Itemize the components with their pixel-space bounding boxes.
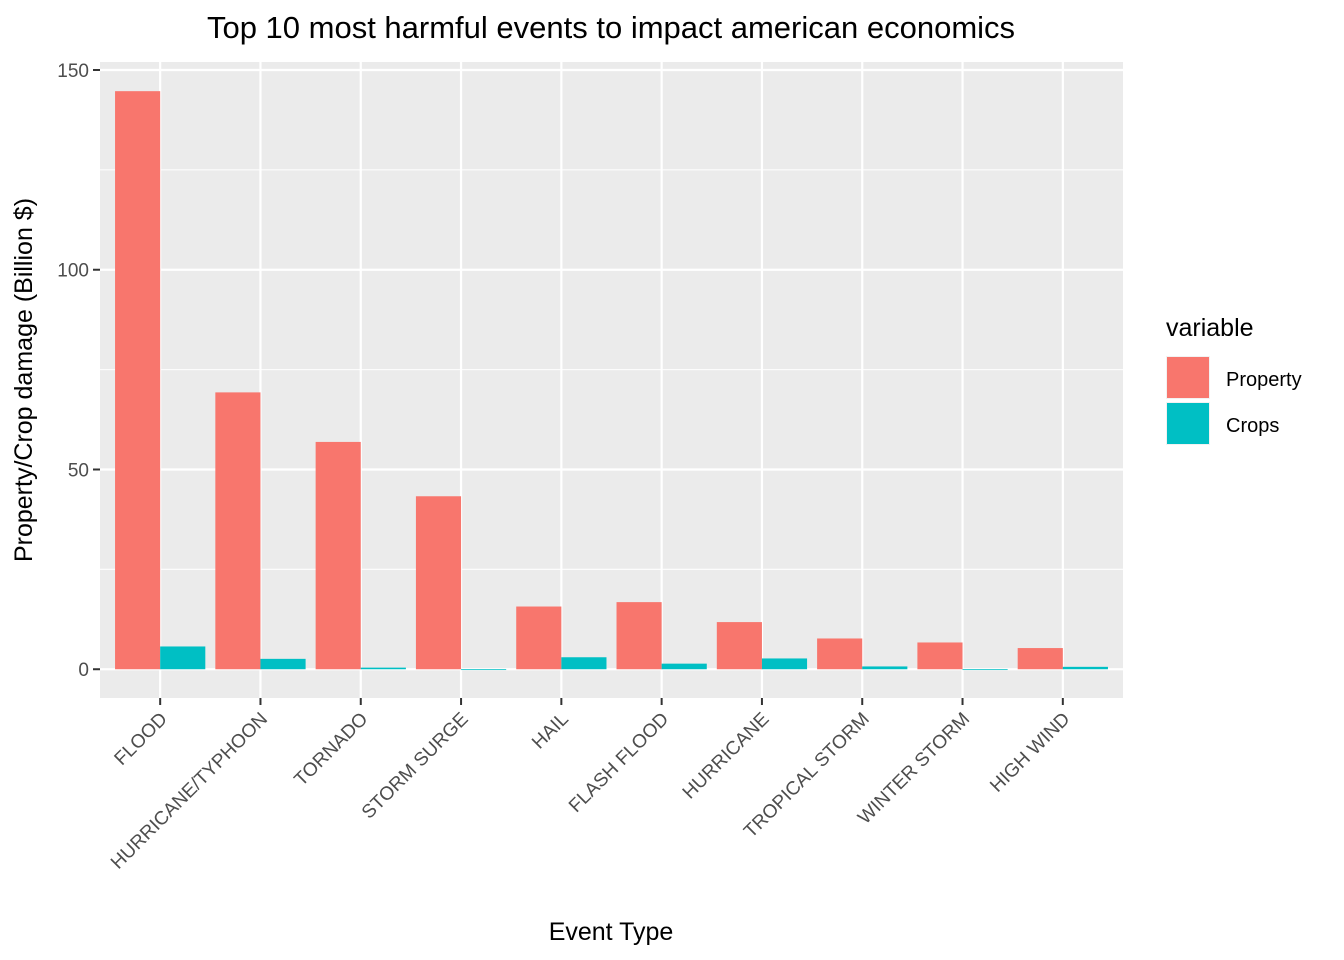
x-axis-title: Event Type [549,918,674,946]
x-tick-label: STORM SURGE [358,709,473,824]
bar-property-storm-surge [415,496,462,670]
y-tick-label: 100 [57,261,89,282]
bar-crops-hail [561,657,607,670]
bar-property-tornado [315,441,361,670]
plot-panel [100,62,1123,698]
legend-label-property: Property [1226,369,1302,391]
legend-title: variable [1166,314,1254,342]
x-tick-label: TORNADO [291,709,373,791]
legend: variable Property Crops [1166,314,1302,445]
y-tick-label: 150 [57,61,89,82]
legend-label-crops: Crops [1226,415,1279,437]
bar-property-hail [516,606,562,670]
y-axis: 0 50 100 150 [57,61,100,681]
y-axis-title: Property/Crop damage (Billion $) [10,198,38,562]
bar-crops-tornado [360,667,406,670]
x-tick-label: HIGH WIND [986,709,1074,797]
bar-property-tropical-storm [817,638,863,670]
y-tick-label: 50 [68,460,89,481]
bar-property-flood [115,91,161,670]
bars [115,91,1108,671]
bar-crops-flash-flood [661,663,707,670]
bar-crops-winter-storm [962,669,1008,671]
bar-crops-high-wind [1062,666,1108,670]
bar-property-hurricane-typhoon [215,392,261,670]
bar-property-flash-flood [616,602,662,670]
x-tick-label: FLOOD [111,709,172,770]
bar-crops-hurricane [761,658,808,670]
bar-property-winter-storm [917,642,963,670]
chart-title: Top 10 most harmful events to impact ame… [207,10,1015,45]
bar-crops-tropical-storm [862,666,908,670]
x-tick-label: HAIL [528,709,573,754]
x-tick-label: HURRICANE [679,709,774,804]
x-tick-label: WINTER STORM [854,709,974,829]
bar-property-hurricane [716,622,762,670]
bar-crops-storm-surge [461,669,507,671]
bar-property-high-wind [1017,648,1063,670]
x-tick-label: FLASH FLOOD [565,709,673,817]
legend-swatch-crops [1167,403,1209,444]
legend-swatch-property [1167,357,1209,398]
bar-crops-flood [160,646,206,670]
y-tick-label: 0 [78,660,89,681]
bar-crops-hurricane-typhoon [260,658,306,670]
